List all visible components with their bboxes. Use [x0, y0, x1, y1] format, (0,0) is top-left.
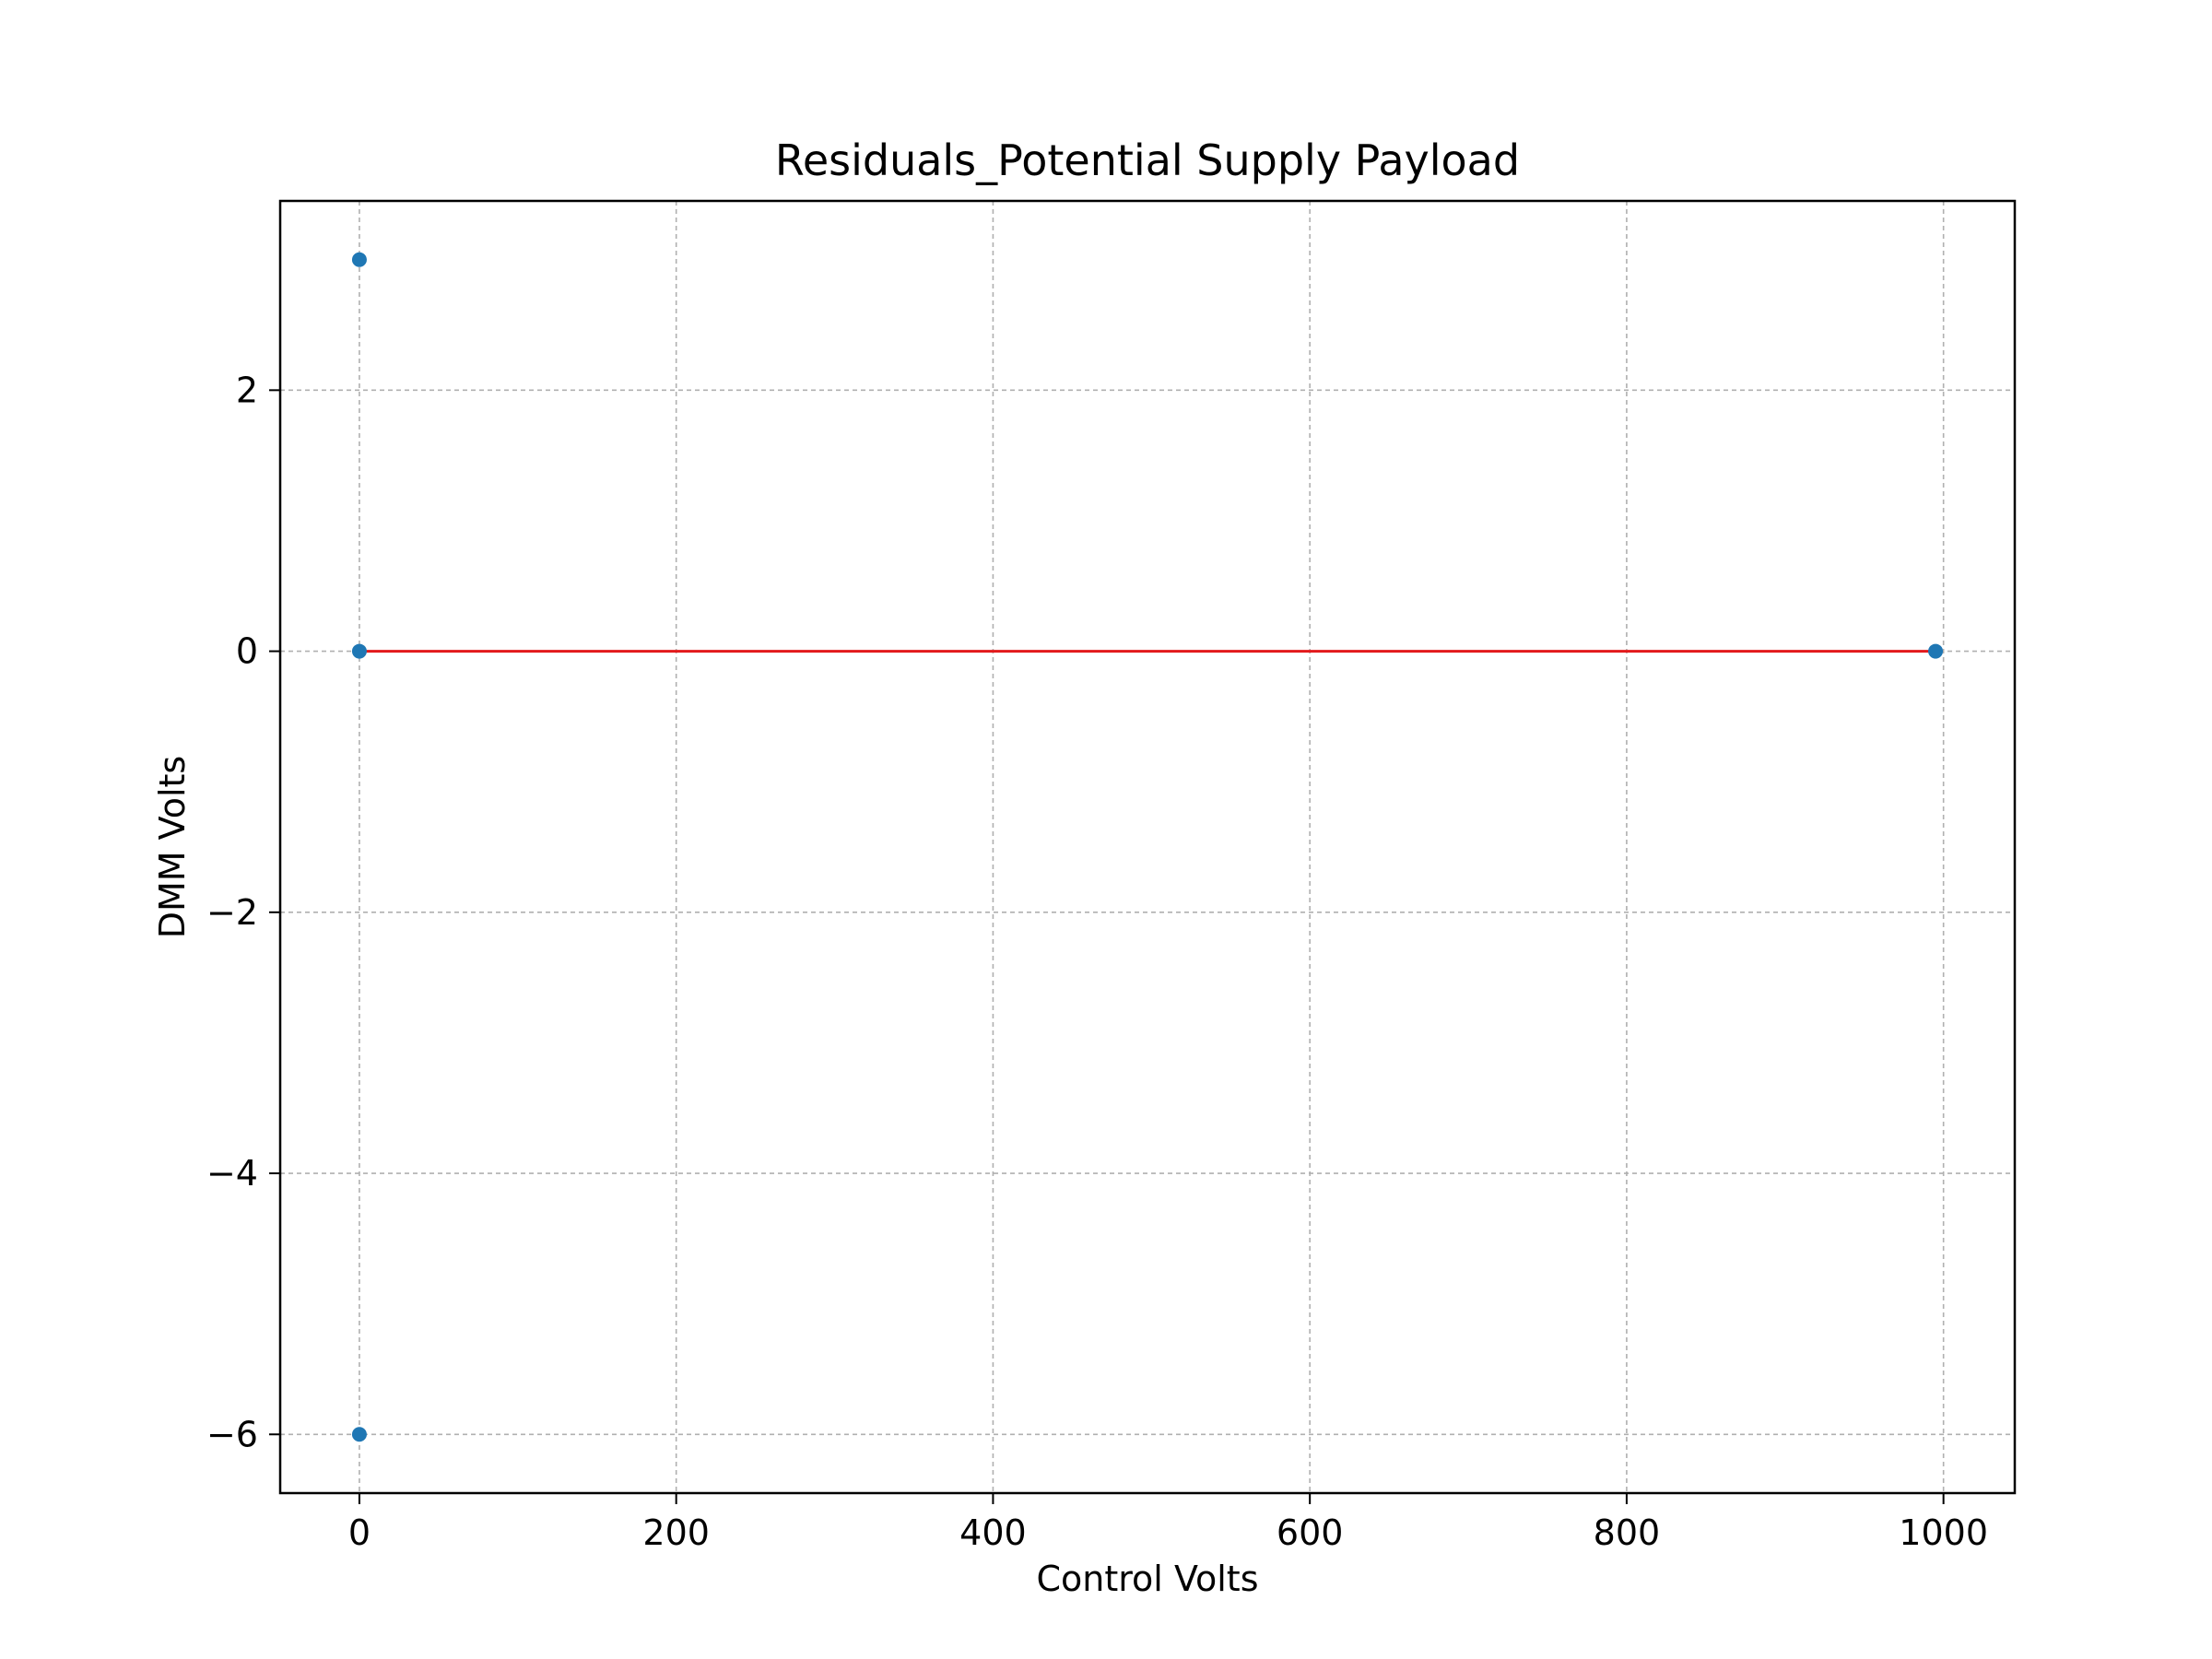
y-tick-label: −4 — [206, 1153, 258, 1194]
x-tick-label: 800 — [1594, 1512, 1661, 1553]
plot-area-frame — [278, 199, 2017, 1495]
y-tick-label: −2 — [206, 892, 258, 933]
x-tick-label: 400 — [959, 1512, 1027, 1553]
x-tick-label: 200 — [642, 1512, 710, 1553]
x-tick-label: 0 — [348, 1512, 371, 1553]
y-tick-label: 0 — [236, 631, 258, 672]
y-tick-label: −6 — [206, 1414, 258, 1454]
x-tick-label: 1000 — [1899, 1512, 1988, 1553]
x-axis-label: Control Volts — [1037, 1559, 1259, 1599]
y-tick-label: 2 — [236, 370, 258, 410]
residual-point — [351, 1427, 367, 1442]
residual-point — [351, 643, 367, 659]
axis-ticks: 0 200 400 600 800 1000 −6 −4 −2 0 2 — [206, 370, 1988, 1553]
chart-title: Residuals_Potential Supply Payload — [775, 135, 1520, 185]
plot-series — [351, 252, 1944, 1442]
y-axis-label: DMM Volts — [152, 756, 193, 938]
x-tick-label: 600 — [1277, 1512, 1344, 1553]
residual-point — [351, 252, 367, 267]
residual-point — [1928, 643, 1944, 659]
